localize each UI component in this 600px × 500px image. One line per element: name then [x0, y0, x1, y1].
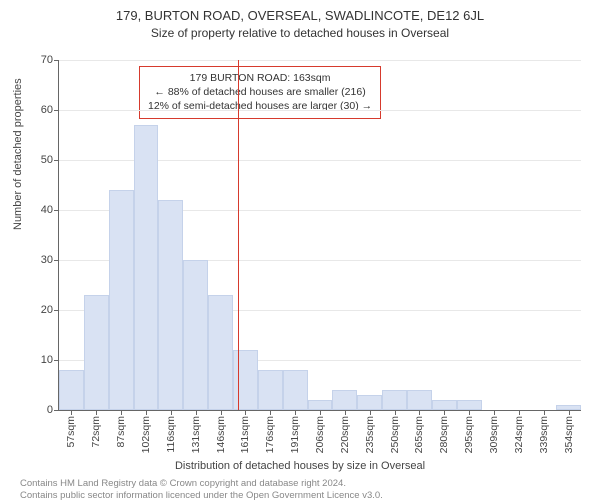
y-tick-mark — [54, 360, 59, 361]
x-tick-label: 191sqm — [289, 416, 301, 453]
histogram-bar — [332, 390, 357, 410]
x-tick-mark — [320, 410, 321, 415]
x-tick-mark — [96, 410, 97, 415]
x-tick-mark — [494, 410, 495, 415]
histogram-bar — [283, 370, 308, 410]
y-tick-label: 0 — [47, 404, 53, 416]
x-tick-label: 161sqm — [239, 416, 251, 453]
y-tick-label: 70 — [41, 54, 53, 66]
x-tick-label: 339sqm — [538, 416, 550, 453]
histogram-bar — [308, 400, 333, 410]
x-tick-mark — [245, 410, 246, 415]
y-tick-label: 50 — [41, 154, 53, 166]
x-tick-mark — [519, 410, 520, 415]
x-tick-mark — [345, 410, 346, 415]
x-tick-label: 146sqm — [215, 416, 227, 453]
grid-line — [59, 110, 581, 111]
x-tick-mark — [171, 410, 172, 415]
y-tick-label: 60 — [41, 104, 53, 116]
histogram-bar — [357, 395, 382, 410]
callout-line-1: 179 BURTON ROAD: 163sqm — [148, 71, 372, 85]
y-tick-mark — [54, 60, 59, 61]
histogram-bar — [183, 260, 208, 410]
x-tick-mark — [71, 410, 72, 415]
x-tick-mark — [221, 410, 222, 415]
y-tick-mark — [54, 160, 59, 161]
x-tick-label: 206sqm — [314, 416, 326, 453]
x-tick-mark — [395, 410, 396, 415]
histogram-bar — [158, 200, 183, 410]
histogram-bar — [258, 370, 283, 410]
y-tick-mark — [54, 310, 59, 311]
x-tick-mark — [270, 410, 271, 415]
x-tick-mark — [544, 410, 545, 415]
page-title: 179, BURTON ROAD, OVERSEAL, SWADLINCOTE,… — [0, 8, 600, 23]
x-tick-label: 295sqm — [463, 416, 475, 453]
y-tick-mark — [54, 210, 59, 211]
callout-line-3: 12% of semi-detached houses are larger (… — [148, 99, 372, 113]
histogram-bar — [407, 390, 432, 410]
reference-line — [238, 60, 239, 410]
histogram-bar — [109, 190, 134, 410]
y-tick-label: 20 — [41, 304, 53, 316]
chart-plot-area: 179 BURTON ROAD: 163sqm ← 88% of detache… — [58, 60, 581, 411]
x-tick-label: 220sqm — [339, 416, 351, 453]
histogram-bar — [59, 370, 84, 410]
x-axis-label: Distribution of detached houses by size … — [0, 460, 600, 472]
x-tick-label: 354sqm — [563, 416, 575, 453]
histogram-bar — [84, 295, 109, 410]
y-tick-label: 10 — [41, 354, 53, 366]
y-axis-label: Number of detached properties — [12, 78, 24, 230]
histogram-bar — [134, 125, 159, 410]
x-tick-label: 116sqm — [165, 416, 177, 453]
x-tick-label: 324sqm — [513, 416, 525, 453]
footer-line-1: Contains HM Land Registry data © Crown c… — [20, 478, 383, 490]
x-tick-mark — [121, 410, 122, 415]
x-tick-label: 57sqm — [65, 416, 77, 448]
x-tick-label: 102sqm — [140, 416, 152, 453]
histogram-bar — [457, 400, 482, 410]
x-tick-label: 176sqm — [264, 416, 276, 453]
histogram-bar — [208, 295, 233, 410]
chart-container: 179, BURTON ROAD, OVERSEAL, SWADLINCOTE,… — [0, 0, 600, 500]
histogram-bar — [233, 350, 258, 410]
x-tick-mark — [444, 410, 445, 415]
footer-line-2: Contains public sector information licen… — [20, 490, 383, 500]
x-tick-label: 131sqm — [190, 416, 202, 453]
histogram-bar — [432, 400, 457, 410]
x-tick-mark — [370, 410, 371, 415]
histogram-bar — [382, 390, 407, 410]
x-tick-label: 250sqm — [389, 416, 401, 453]
x-tick-mark — [569, 410, 570, 415]
x-tick-label: 309sqm — [488, 416, 500, 453]
x-tick-mark — [295, 410, 296, 415]
x-tick-mark — [196, 410, 197, 415]
footer-attribution: Contains HM Land Registry data © Crown c… — [20, 478, 383, 500]
x-tick-mark — [146, 410, 147, 415]
x-tick-label: 72sqm — [90, 416, 102, 448]
page-subtitle: Size of property relative to detached ho… — [0, 26, 600, 40]
x-tick-mark — [469, 410, 470, 415]
x-tick-label: 265sqm — [413, 416, 425, 453]
x-tick-label: 280sqm — [438, 416, 450, 453]
grid-line — [59, 60, 581, 61]
y-tick-label: 30 — [41, 254, 53, 266]
y-tick-mark — [54, 410, 59, 411]
callout-line-2: ← 88% of detached houses are smaller (21… — [148, 85, 372, 99]
x-tick-mark — [419, 410, 420, 415]
y-tick-mark — [54, 260, 59, 261]
x-tick-label: 235sqm — [364, 416, 376, 453]
y-tick-label: 40 — [41, 204, 53, 216]
x-tick-label: 87sqm — [115, 416, 127, 448]
y-tick-mark — [54, 110, 59, 111]
